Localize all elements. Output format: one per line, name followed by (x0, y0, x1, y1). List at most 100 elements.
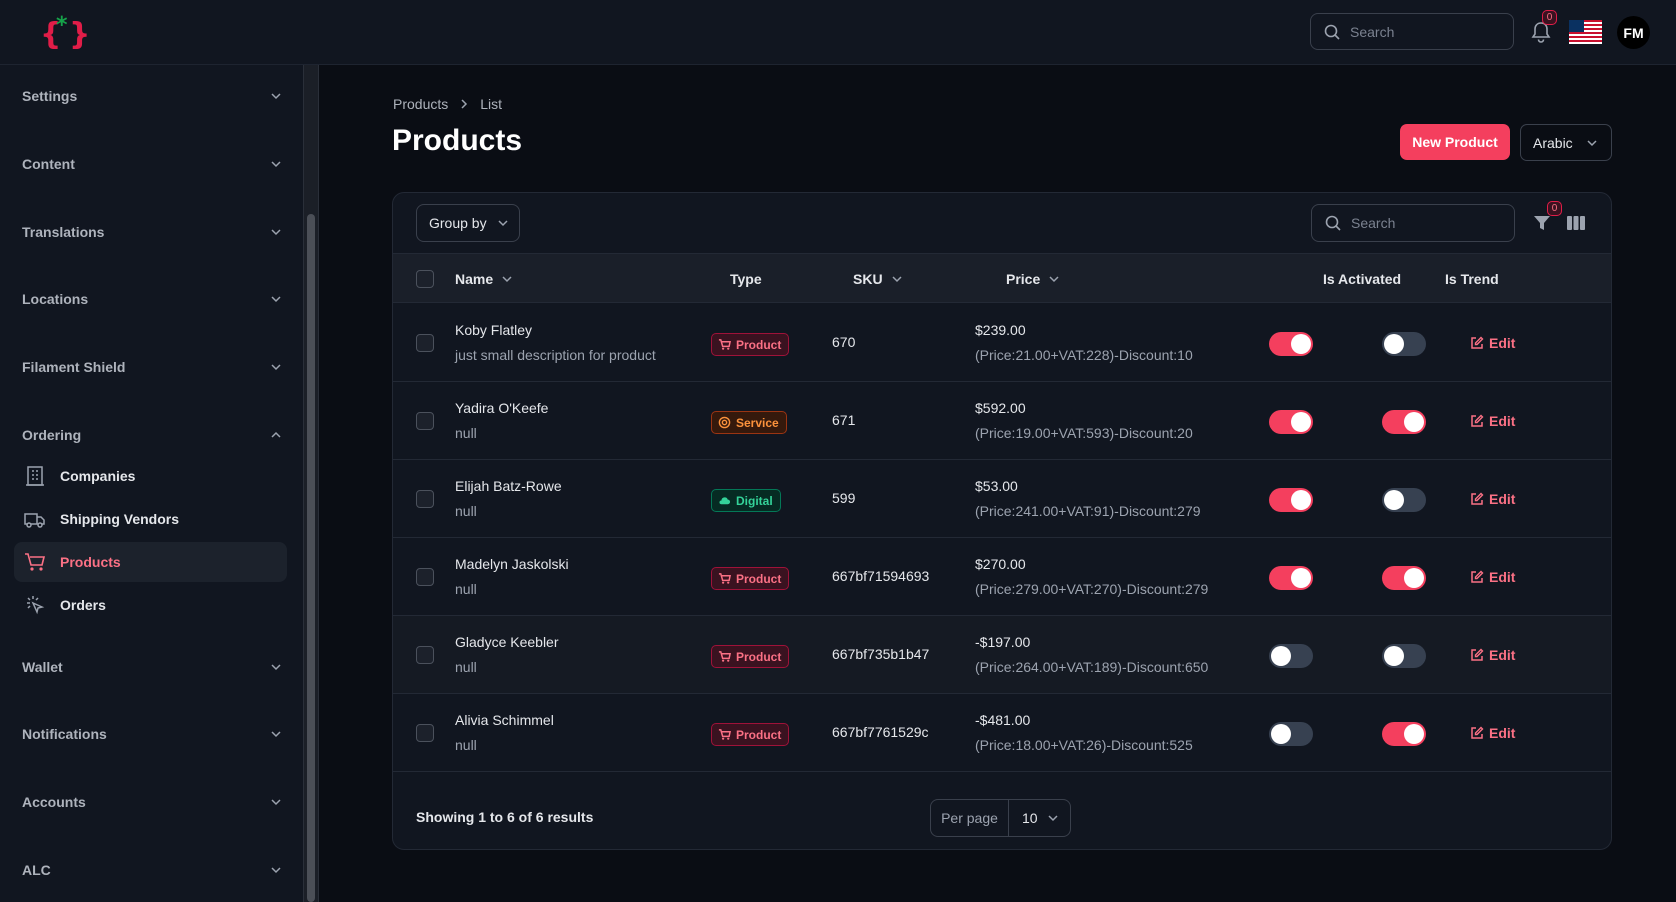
sidebar-group-locations[interactable]: Locations (22, 287, 282, 311)
row-checkbox[interactable] (416, 724, 434, 742)
sidebar-scrollbar-thumb[interactable] (307, 214, 315, 902)
new-product-button[interactable]: New Product (1400, 124, 1510, 160)
is-activated-toggle[interactable] (1269, 488, 1313, 512)
global-search[interactable] (1310, 13, 1514, 50)
row-checkbox[interactable] (416, 490, 434, 508)
sidebar-item-label: Orders (60, 597, 106, 613)
select-all-checkbox[interactable] (416, 270, 434, 288)
edit-link[interactable]: Edit (1470, 647, 1515, 663)
cursor-click-icon (27, 596, 45, 615)
table-row[interactable]: Elijah Batz-Rowe null Digital 599 $53.00 (Pri… (393, 460, 1611, 538)
lifebuoy-icon (718, 416, 731, 429)
is-activated-toggle[interactable] (1269, 332, 1313, 356)
product-sku: 667bf7761529c (832, 724, 929, 740)
is-activated-toggle[interactable] (1269, 722, 1313, 746)
per-page-value-wrap[interactable]: 10 (1009, 810, 1059, 826)
column-label: SKU (853, 271, 883, 287)
row-checkbox[interactable] (416, 646, 434, 664)
edit-label: Edit (1489, 491, 1516, 507)
table-row[interactable]: Koby Flatley just small description for p… (393, 304, 1611, 382)
table-search[interactable] (1311, 204, 1515, 242)
us-flag-icon[interactable] (1569, 20, 1602, 44)
chevron-down-icon (271, 364, 281, 371)
language-select[interactable]: Arabic (1520, 124, 1612, 161)
is-trend-toggle[interactable] (1382, 332, 1426, 356)
global-search-input[interactable] (1350, 23, 1490, 40)
column-label: Type (730, 271, 762, 287)
cart-icon (718, 339, 731, 350)
group-by-select[interactable]: Group by (416, 204, 520, 242)
toggle-knob (1291, 568, 1311, 588)
edit-link[interactable]: Edit (1470, 569, 1515, 585)
sidebar-item-orders[interactable]: Orders (14, 585, 287, 625)
per-page-select[interactable]: Per page 10 (930, 799, 1071, 837)
table-row[interactable]: Yadira O'Keefe null Service 671 $592.00 (Pric… (393, 382, 1611, 460)
product-price-detail: (Price:279.00+VAT:270)-Discount:279 (975, 581, 1209, 597)
table-row[interactable]: Alivia Schimmel null Product 667bf7761529c -… (393, 694, 1611, 772)
sidebar-group-ordering[interactable]: Ordering (22, 423, 282, 447)
table-search-input[interactable] (1351, 215, 1491, 231)
edit-link[interactable]: Edit (1470, 335, 1515, 351)
row-checkbox[interactable] (416, 412, 434, 430)
is-trend-toggle[interactable] (1382, 566, 1426, 590)
row-checkbox[interactable] (416, 568, 434, 586)
product-name: Koby Flatley (455, 322, 533, 338)
app-logo[interactable]: { } * (38, 12, 88, 54)
is-trend-toggle[interactable] (1382, 410, 1426, 434)
edit-link[interactable]: Edit (1470, 491, 1515, 507)
filter-count-badge: 0 (1547, 201, 1562, 216)
filter-icon[interactable] (1532, 213, 1552, 233)
column-label: Name (455, 271, 494, 287)
language-select-value: Arabic (1533, 134, 1573, 151)
is-trend-toggle[interactable] (1382, 644, 1426, 668)
product-price-detail: (Price:264.00+VAT:189)-Discount:650 (975, 659, 1209, 675)
per-page-value: 10 (1022, 810, 1038, 826)
sidebar-group-alc[interactable]: ALC (22, 858, 282, 882)
sidebar-item-companies[interactable]: Companies (14, 456, 287, 496)
column-header-sku[interactable]: SKU (853, 254, 903, 304)
sidebar-group-label: Settings (22, 88, 78, 104)
is-activated-toggle[interactable] (1269, 644, 1313, 668)
is-activated-toggle[interactable] (1269, 566, 1313, 590)
search-icon (1324, 24, 1340, 40)
product-description: null (455, 659, 477, 675)
product-sku: 599 (832, 490, 856, 506)
is-trend-toggle[interactable] (1382, 722, 1426, 746)
type-badge: Product (711, 645, 790, 668)
column-header-type: Type (730, 254, 762, 304)
chevron-right-icon (461, 99, 468, 109)
svg-text:{: { (40, 17, 61, 52)
sidebar-group-wallet[interactable]: Wallet (22, 655, 282, 679)
sidebar-group-accounts[interactable]: Accounts (22, 790, 282, 814)
sidebar-item-products[interactable]: Products (14, 542, 287, 582)
product-price: $53.00 (975, 478, 1018, 494)
column-header-name[interactable]: Name (455, 254, 513, 304)
edit-link[interactable]: Edit (1470, 413, 1515, 429)
sidebar-group-notifications[interactable]: Notifications (22, 722, 282, 746)
toggle-knob (1384, 490, 1404, 510)
type-label: Product (736, 649, 782, 664)
product-price: $270.00 (975, 556, 1026, 572)
row-checkbox[interactable] (416, 334, 434, 352)
column-header-price[interactable]: Price (1006, 254, 1060, 304)
columns-icon[interactable] (1566, 215, 1586, 231)
breadcrumb-parent-link[interactable]: Products (393, 96, 449, 112)
sidebar-group-content[interactable]: Content (22, 152, 282, 176)
sidebar-group-label: Filament Shield (22, 359, 126, 375)
is-activated-toggle[interactable] (1269, 410, 1313, 434)
edit-link[interactable]: Edit (1470, 725, 1515, 741)
is-trend-toggle[interactable] (1382, 488, 1426, 512)
product-price-detail: (Price:241.00+VAT:91)-Discount:279 (975, 503, 1201, 519)
chevron-down-icon (1049, 276, 1059, 283)
table-row[interactable]: Gladyce Keebler null Product 667bf735b1b47 -… (393, 616, 1611, 694)
sidebar-group-settings[interactable]: Settings (22, 84, 282, 108)
chevron-down-icon (498, 220, 508, 227)
sidebar-item-shipping-vendors[interactable]: Shipping Vendors (14, 499, 287, 539)
sidebar-group-label: Translations (22, 224, 105, 240)
toggle-knob (1404, 568, 1424, 588)
type-label: Product (736, 727, 782, 742)
sidebar-group-translations[interactable]: Translations (22, 220, 282, 244)
user-avatar[interactable]: FM (1617, 16, 1650, 49)
table-row[interactable]: Madelyn Jaskolski null Product 667bf7159469… (393, 538, 1611, 616)
sidebar-group-filament-shield[interactable]: Filament Shield (22, 355, 282, 379)
